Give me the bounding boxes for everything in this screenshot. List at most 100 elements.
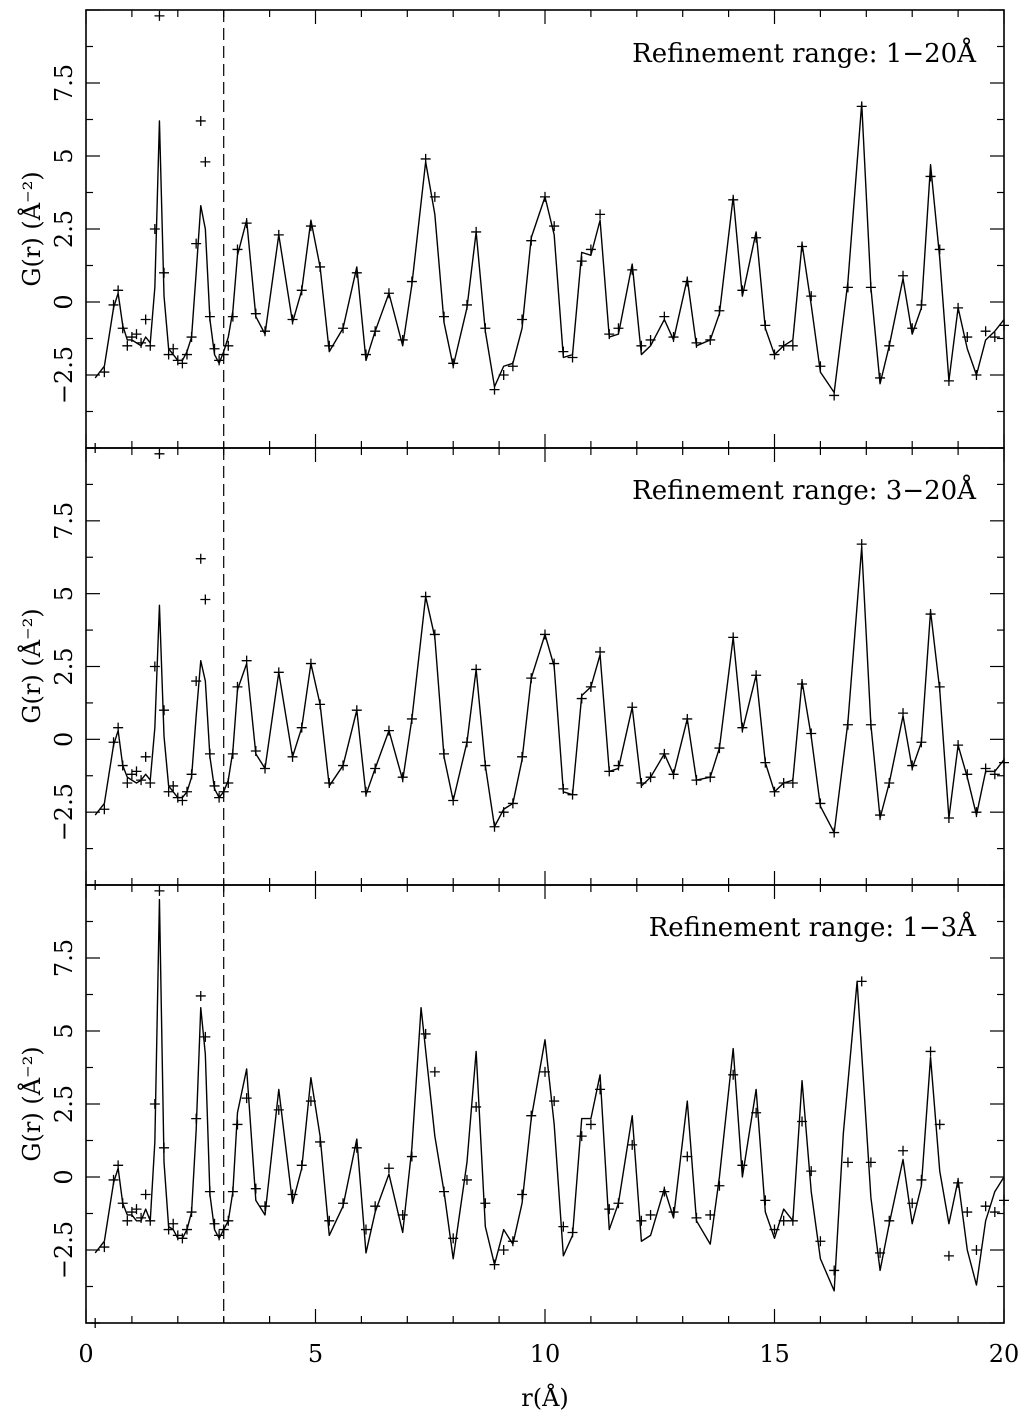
data-cross [471,226,482,237]
data-cross [214,355,225,366]
data-cross [884,340,895,351]
data-cross [627,1139,638,1150]
data-cross [223,778,234,789]
data-cross [209,1218,220,1229]
data-cross [218,1224,229,1235]
data-cross [971,370,982,380]
data-cross [806,1166,817,1177]
data-cross [186,332,197,343]
data-cross [737,1160,748,1171]
data-cross [241,655,252,666]
data-cross [338,323,349,334]
data-cross [989,332,1000,343]
data-cross [714,743,725,754]
data-cross [691,337,702,348]
data-cross [305,221,316,232]
data-cross [659,1186,670,1197]
data-cross [962,332,973,343]
data-cross [916,737,927,748]
data-cross [778,1215,789,1226]
data-cross [627,702,638,713]
data-cross [980,1201,991,1212]
data-cross [406,1151,417,1162]
data-cross [728,632,739,643]
data-cross [549,1096,560,1107]
data-cross [108,1174,119,1185]
y-tick-label: 5 [50,586,78,601]
data-cross [898,270,909,281]
data-cross [916,299,927,310]
data-cross [558,346,569,357]
data-cross [218,786,229,797]
data-cross [999,1195,1009,1206]
data-cross [296,1160,307,1171]
y-tick-labels: −2.5 0 2.5 5 7.5 [50,64,78,404]
x-tick-label: 5 [308,1340,323,1368]
data-cross [585,244,596,255]
x-tick-labels: 0 5 10 15 20 [78,1340,1019,1368]
data-cross [448,358,459,369]
data-cross [324,1215,335,1226]
data-cross [260,763,271,774]
data-cross [90,1318,101,1328]
data-cross [191,676,202,687]
calculated-curve-line [94,898,1005,1292]
refinement-range-label: Refinement range: 1−3Å [649,911,978,943]
calculated-curve [94,898,1005,1292]
data-cross [999,757,1009,768]
data-cross [360,349,371,360]
calculated-curve [94,102,1005,394]
data-cross [168,1218,179,1229]
data-cross [159,705,170,716]
y-tick-label: 0 [50,294,78,309]
y-tick-label: 2.5 [50,1085,78,1123]
data-cross [778,340,789,351]
data-cross [751,670,762,681]
data-cross [705,772,716,783]
data-cross [659,748,670,759]
data-cross [760,757,771,768]
data-cross [576,693,587,704]
data-cross [370,1201,381,1212]
data-cross [223,1215,234,1226]
data-cross [273,229,284,240]
data-cross [250,1183,261,1194]
y-tick-label: 2.5 [50,210,78,248]
data-cross [227,1186,238,1197]
data-cross [737,722,748,733]
data-cross [898,708,909,719]
data-cross [540,191,550,202]
data-cross [287,751,298,762]
data-cross [214,792,225,803]
data-cross [181,1224,192,1235]
data-cross [645,1209,656,1220]
data-cross [370,326,381,337]
data-cross [856,976,867,987]
data-cross [305,658,316,669]
data-cross [209,343,220,354]
y-tick-label: 2.5 [50,647,78,685]
data-cross [149,224,160,234]
data-cross [338,1198,349,1209]
data-cross [934,681,945,692]
data-cross [149,1099,160,1109]
data-cross [181,349,192,360]
y-axis-title: G(r) (Å⁻²) [17,1046,46,1161]
data-cross [360,786,371,797]
data-cross [305,1096,316,1107]
panel-bottom: −2.5 0 2.5 5 7.5 Refinement range: 1−3Å G(r)… [17,884,1009,1328]
data-cross [498,807,509,818]
data-cross [604,766,615,777]
data-cross [429,191,440,202]
x-tick-label: 15 [759,1340,790,1368]
data-cross [916,1174,927,1185]
data-cross [159,1142,170,1153]
data-cross [517,314,528,325]
data-cross [540,1066,550,1077]
data-cross [769,1224,780,1235]
data-cross [714,305,725,316]
data-cross [751,232,762,243]
axis-ticks [85,884,1005,1324]
data-cross [191,1113,202,1124]
